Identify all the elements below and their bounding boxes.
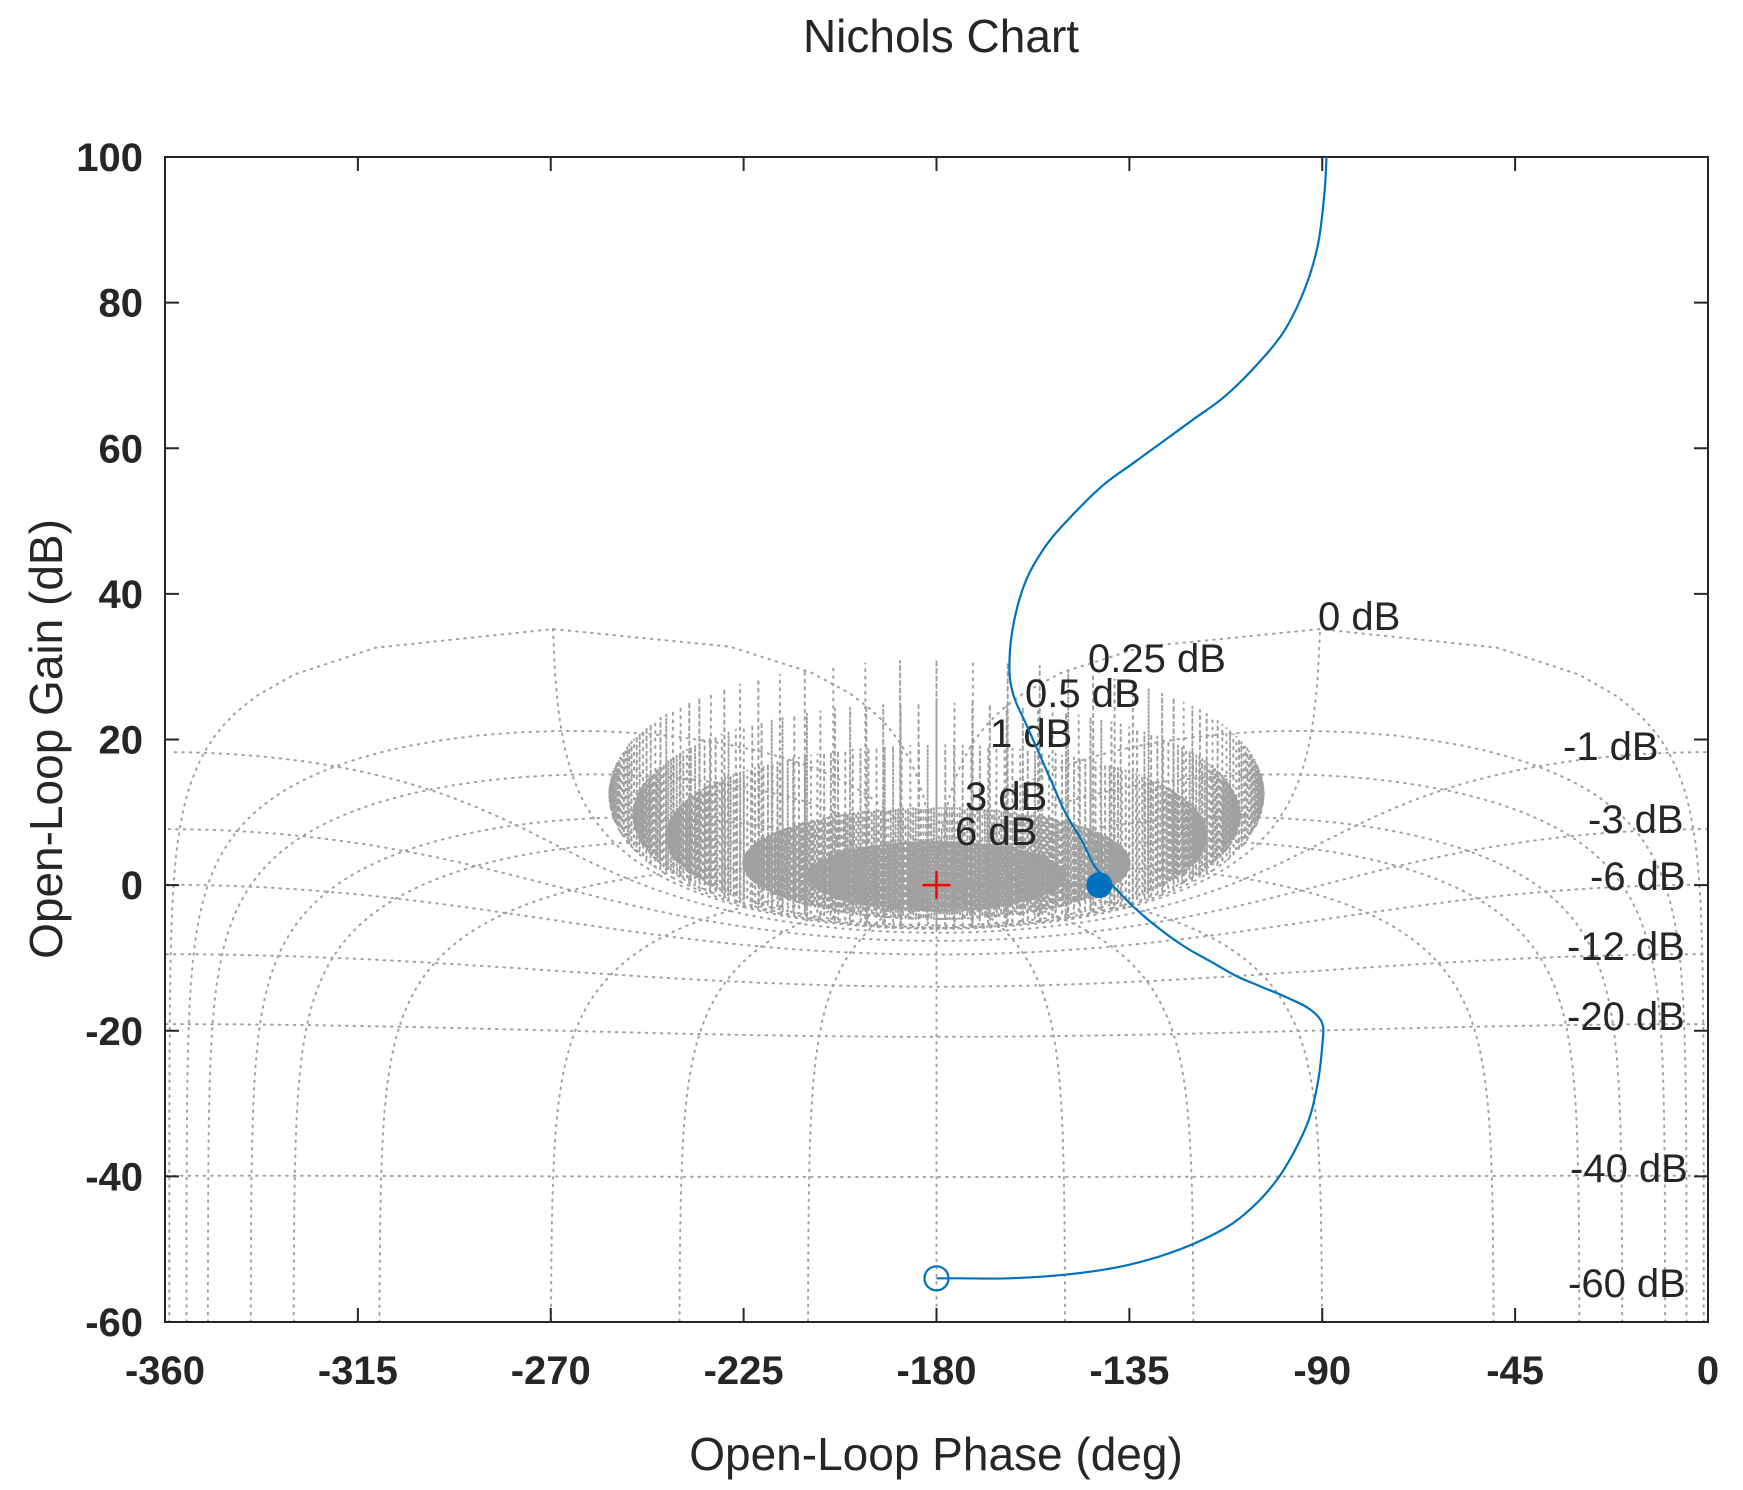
- y-tick-label: -20: [85, 1010, 143, 1054]
- grid-phase-330deg: [292, 840, 938, 1323]
- x-tick-label: -270: [511, 1349, 591, 1393]
- grid-label-0p5dB: 0.5 dB: [1025, 672, 1141, 716]
- phase-margin-marker: [1086, 872, 1113, 899]
- grid-label-0p25dB: 0.25 dB: [1088, 637, 1226, 681]
- axis-ticks: -360 -315 -270 -225 -180 -135 -90 -45 0 -60 -40 -20…: [76, 136, 1719, 1393]
- chart-title: Nichols Chart: [803, 10, 1079, 62]
- grid-magnitude-m1db: [173, 751, 1709, 934]
- y-tick-label: 0: [121, 864, 143, 908]
- grid-phase-350deg: [206, 773, 938, 1323]
- x-tick-label: -225: [704, 1349, 784, 1393]
- y-tick-label: 60: [99, 427, 144, 471]
- grid-phase-30deg: [935, 840, 1581, 1323]
- grid-phase-50deg: [935, 867, 1495, 1323]
- data-layer: [922, 156, 1328, 1292]
- grid-phase-340deg: [249, 816, 938, 1323]
- critical-point-marker: [922, 871, 951, 900]
- y-tick-label: -40: [85, 1155, 143, 1199]
- grid-label-m12dB: -12 dB: [1567, 925, 1685, 969]
- grid-phase-310deg: [378, 867, 938, 1323]
- y-tick-label: 40: [99, 573, 144, 617]
- grid-label-0dB: 0 dB: [1318, 595, 1400, 639]
- grid-magnitude-0p25db: [608, 659, 1265, 930]
- grid-magnitude-m12db: [165, 953, 1709, 988]
- grid-phase-10deg: [935, 773, 1667, 1323]
- grid-magnitude-0p5db: [632, 702, 1241, 929]
- grid-magnitude-m40db: [165, 1174, 1709, 1178]
- grid-phase-120deg: [935, 884, 1195, 1323]
- grid-label-m60dB: -60 dB: [1568, 1262, 1686, 1306]
- x-tick-label: -315: [318, 1349, 398, 1393]
- grid-label-3dB: 3 dB: [965, 775, 1047, 819]
- grid-label-m6dB: -6 dB: [1590, 855, 1686, 899]
- y-axis-label: Open-Loop Gain (dB): [20, 519, 72, 959]
- x-tick-label: -135: [1089, 1349, 1169, 1393]
- grid-phase-270deg: [550, 884, 938, 1322]
- y-tick-label: 80: [99, 282, 144, 326]
- grid-phase-210deg: [807, 884, 938, 1323]
- grid-magnitude-m3db: [167, 828, 1709, 942]
- x-axis-label: Open-Loop Phase (deg): [689, 1428, 1183, 1480]
- grid-label-m40dB: -40 dB: [1570, 1147, 1688, 1191]
- grid-label-m1dB: -1 dB: [1563, 725, 1659, 769]
- grid-magnitude-m20db: [165, 1023, 1709, 1038]
- grid-label-6dB: 6 dB: [955, 810, 1037, 854]
- nichols-grid: 0 dB0.25 dB0.5 dB1 dB3 dB6 dB-1 dB-3 dB-…: [165, 595, 1709, 1323]
- end-point-marker: [923, 1265, 950, 1292]
- y-tick-label: -60: [85, 1301, 143, 1345]
- grid-label-m20dB: -20 dB: [1567, 995, 1685, 1039]
- grid-phase-20deg: [935, 816, 1624, 1323]
- y-tick-label: 20: [99, 719, 144, 763]
- x-tick-label: -180: [896, 1349, 976, 1393]
- y-tick-label: 100: [76, 136, 143, 180]
- grid-phase-150deg: [935, 884, 1066, 1323]
- x-tick-label: -45: [1486, 1349, 1544, 1393]
- grid-magnitude-1db: [665, 744, 1208, 927]
- grid-label-m3dB: -3 dB: [1588, 798, 1684, 842]
- grid-phase-5deg: [935, 729, 1688, 1323]
- grid-phase-240deg: [678, 884, 938, 1323]
- x-tick-label: -360: [125, 1349, 205, 1393]
- grid-phase-355deg: [185, 729, 938, 1323]
- x-tick-label: -90: [1293, 1349, 1351, 1393]
- grid-phase-90deg: [935, 884, 1323, 1322]
- grid-magnitude-0db: [551, 628, 1322, 930]
- x-tick-label: 0: [1697, 1349, 1719, 1393]
